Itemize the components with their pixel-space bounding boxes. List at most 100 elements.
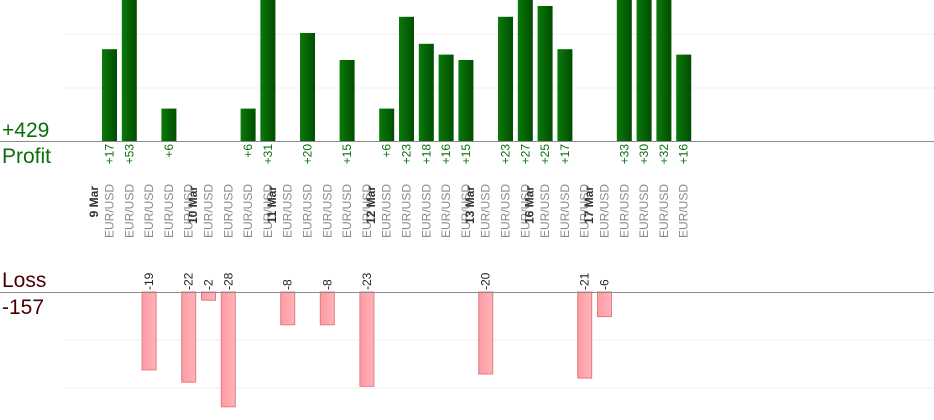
date-label: 11 Mar	[265, 186, 279, 224]
profit-bar	[656, 0, 672, 141]
profit-bar	[636, 0, 652, 141]
pair-label: EUR/USD	[103, 184, 117, 238]
pair-label: EUR/USD	[142, 184, 156, 238]
date-label: 10 Mar	[186, 186, 200, 224]
pair-label: EUR/USD	[221, 184, 235, 238]
loss-value-label: -28	[221, 272, 235, 290]
pair-label: EUR/USD	[657, 184, 671, 238]
date-label: 13 Mar	[463, 186, 477, 224]
pair-label: EUR/USD	[182, 184, 196, 238]
pair-label: EUR/USD	[400, 184, 414, 238]
pair-label: EUR/USD	[261, 184, 275, 238]
profit-value-label: +31	[261, 144, 275, 165]
profit-value-label: +23	[499, 144, 513, 165]
loss-value-label: -21	[578, 272, 592, 290]
profit-bar	[102, 49, 117, 142]
loss-total: -157	[2, 296, 45, 319]
pair-label: EUR/USD	[301, 184, 315, 238]
profit-bar	[616, 0, 632, 141]
profit-bar	[676, 54, 692, 141]
loss-bar	[359, 291, 375, 387]
profit-bar	[379, 108, 395, 141]
loss-value-label: -8	[281, 279, 295, 290]
date-label: 16 Mar	[523, 186, 537, 224]
profit-value-label: +15	[459, 144, 473, 165]
profit-value-label: +16	[439, 144, 453, 165]
loss-bar	[597, 291, 612, 318]
profit-value-label: +17	[103, 144, 117, 165]
pair-label: EUR/USD	[162, 184, 176, 238]
profit-value-label: +30	[637, 144, 651, 165]
profit-value-label: +6	[380, 144, 394, 158]
loss-bar	[220, 291, 236, 408]
profit-value-label: +33	[617, 144, 631, 165]
pair-label: EUR/USD	[677, 184, 691, 238]
bar-labels: +17 EUR/USD 9 Mar +53 EUR/USD -19 EUR/USD +6 EUR…	[87, 144, 691, 290]
pair-label: EUR/USD	[122, 184, 136, 238]
pair-label: EUR/USD	[281, 184, 295, 238]
profit-bar	[438, 54, 454, 141]
loss-bar	[141, 291, 157, 371]
profit-value-label: +32	[657, 144, 671, 165]
profit-value-label: +17	[558, 144, 572, 165]
profit-value-label: +16	[677, 144, 691, 165]
pair-label: EUR/USD	[479, 184, 493, 238]
profit-bar	[458, 60, 474, 141]
loss-value-label: -6	[598, 279, 612, 290]
pair-label: EUR/USD	[439, 184, 453, 238]
profit-bar	[517, 0, 533, 141]
profit-bar	[240, 108, 256, 141]
profit-value-label: +53	[122, 144, 136, 165]
bars	[102, 0, 692, 408]
profit-value-label: +6	[162, 144, 176, 158]
profit-bar	[161, 108, 177, 141]
loss-bar	[577, 291, 593, 379]
pair-label: EUR/USD	[360, 184, 374, 238]
pair-label: EUR/USD	[558, 184, 572, 238]
profit-value-label: +15	[340, 144, 354, 165]
axes	[0, 141, 934, 293]
loss-value-label: -19	[142, 272, 156, 290]
profit-bar	[399, 16, 414, 141]
profit-value-label: +18	[419, 144, 433, 165]
profit-bar	[557, 49, 573, 142]
loss-value-label: -23	[360, 272, 374, 290]
profit-bar	[418, 43, 434, 141]
profit-value-label: +27	[518, 144, 532, 165]
date-label: 9 Mar	[87, 186, 101, 218]
pair-label: EUR/USD	[419, 184, 433, 238]
pair-label: EUR/USD	[637, 184, 651, 238]
profit-value-label: +20	[301, 144, 315, 165]
profit-value-label: +25	[538, 144, 552, 165]
profit-bar	[260, 0, 276, 141]
pair-label: EUR/USD	[241, 184, 255, 238]
profit-label: Profit	[2, 145, 52, 168]
loss-bar	[478, 291, 494, 375]
pair-label: EUR/USD	[499, 184, 513, 238]
loss-value-label: -20	[479, 272, 493, 290]
pair-label: EUR/USD	[340, 184, 354, 238]
profit-total: +429	[2, 119, 50, 142]
profit-bar	[300, 33, 315, 141]
pair-label: EUR/USD	[518, 184, 532, 238]
date-label: 12 Mar	[364, 186, 378, 224]
pair-label: EUR/USD	[202, 184, 216, 238]
date-label: 17 Mar	[582, 186, 596, 224]
profit-bar	[339, 60, 355, 141]
pair-label: EUR/USD	[538, 184, 552, 238]
profit-value-label: +6	[241, 144, 255, 158]
pair-label: EUR/USD	[617, 184, 631, 238]
profit-bar	[498, 16, 513, 141]
loss-bar	[280, 291, 296, 326]
profit-value-label: +23	[400, 144, 414, 165]
pair-label: EUR/USD	[459, 184, 473, 238]
loss-bar	[181, 291, 197, 383]
pair-label: EUR/USD	[320, 184, 334, 238]
profit-bar	[537, 6, 553, 141]
pair-label: EUR/USD	[578, 184, 592, 238]
loss-value-label: -22	[182, 272, 196, 290]
loss-bar	[319, 291, 335, 326]
loss-value-label: -2	[202, 279, 216, 290]
loss-label: Loss	[2, 269, 47, 292]
